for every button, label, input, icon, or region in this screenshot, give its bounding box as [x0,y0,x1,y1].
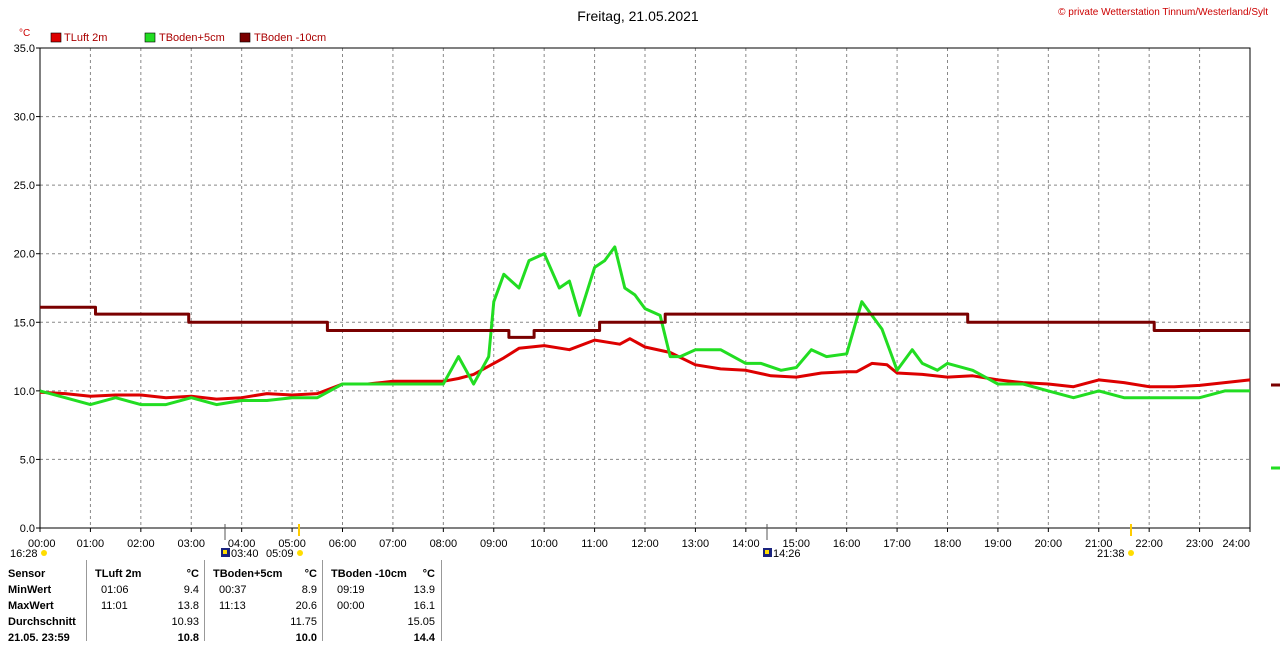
y-tick-label: 15.0 [14,317,35,329]
y-tick-label: 20.0 [14,249,35,261]
stats-max-val: 20.6 [295,600,317,612]
x-tick-label: 06:00 [329,538,357,550]
legend-swatch-tboden5 [144,32,156,43]
legend-label-tboden5: TBoden+5cm [159,32,225,44]
stats-max-val: 16.1 [413,600,435,612]
stats-header: TBoden+5cm [213,568,283,580]
stats-min-time: 09:19 [337,584,365,596]
legend-label-tboden10: TBoden -10cm [254,32,326,44]
sun-icon [297,550,303,556]
x-tick-label: 05:00 [278,538,306,550]
x-tick-label: 10:00 [530,538,558,550]
stats-col-tboden5: TBoden+5cm °C 00:37 8.9 11:13 20.6 11.75… [204,560,323,644]
x-tick-label: 24:00 [1222,538,1250,550]
legend: TLuft 2m TBoden+5cm TBoden -10cm [50,32,326,44]
x-tick-label: 12:00 [631,538,659,550]
legend-swatch-tboden10 [239,32,251,43]
stats-unit: °C [422,568,435,580]
x-tick-label: 18:00 [934,538,962,550]
stats-col-tboden10: TBoden -10cm °C 09:19 13.9 00:00 16.1 15… [322,560,442,644]
x-tick-label: 23:00 [1186,538,1214,550]
series-line-tboden5 [39,245,1250,407]
x-tick-label: 19:00 [984,538,1012,550]
series-line-tluft [39,337,1251,401]
stats-col-tluft: TLuft 2m °C 01:06 9.4 11:01 13.8 10.93 1… [86,560,205,644]
stats-max-time: 11:01 [101,600,128,612]
stats-max-time: 00:00 [337,600,365,612]
legend-label-tluft: TLuft 2m [64,32,107,44]
x-tick-label: 20:00 [1035,538,1063,550]
stats-avg: 11.75 [290,616,317,628]
stats-label-avg: Durchschnitt [8,616,76,628]
x-tick-label: 07:00 [379,538,407,550]
stats-min-val: 8.9 [301,584,317,596]
x-tick-label: 21:00 [1085,538,1113,550]
x-tick-label: 04:00 [228,538,256,550]
stats-unit: °C [304,568,317,580]
event-label: 03:40 [231,548,259,560]
legend-swatch-tluft [50,32,62,43]
stats-label-min: MinWert [8,584,52,596]
stats-label-sensor: Sensor [8,568,46,580]
series-lines [39,245,1251,407]
x-tick-label: 13:00 [682,538,710,550]
stats-min-time: 00:37 [219,584,247,596]
event-label: 05:09 [266,548,294,560]
chart-title: Freitag, 21.05.2021 [577,8,699,24]
stats-avg: 15.05 [407,616,435,628]
stats-label-max: MaxWert [8,600,54,612]
sun-icon [1128,550,1134,556]
moon-icon-inner [223,550,227,554]
stats-avg: 10.93 [171,616,199,628]
copyright-text: © private Wetterstation Tinnum/Westerlan… [1058,7,1268,18]
x-tick-label: 00:00 [28,538,56,550]
y-unit-label: °C [19,28,30,39]
stats-header: TBoden -10cm [331,568,407,580]
event-label: 21:38 [1097,548,1125,560]
stats-current: 10.0 [295,632,317,644]
x-tick-label: 02:00 [127,538,155,550]
stats-label-current: 21.05. 23:59 [8,632,70,644]
stats-min-time: 01:06 [101,584,129,596]
stats-header: TLuft 2m [95,568,142,580]
stats-current: 14.4 [413,632,435,644]
y-tick-label: 5.0 [20,454,35,466]
right-strip [1271,383,1280,470]
chart: Freitag, 21.05.2021 © private Wetterstat… [10,7,1280,560]
stats-max-val: 13.8 [177,600,199,612]
x-tick-label: 09:00 [480,538,508,550]
x-tick-label: 11:00 [581,538,608,550]
x-tick-label: 15:00 [782,538,810,550]
stats-max-time: 11:13 [219,600,246,612]
stats-min-val: 13.9 [413,584,435,596]
y-tick-label: 0.0 [20,523,35,535]
sun-icon [41,550,47,556]
y-tick-label: 25.0 [14,180,35,192]
stats-min-val: 9.4 [183,584,199,596]
y-tick-label: 35.0 [14,43,35,55]
y-tick-label: 10.0 [14,386,35,398]
x-tick-label: 08:00 [430,538,458,550]
stats-row-labels: Sensor MinWert MaxWert Durchschnitt 21.0… [0,560,90,644]
x-tick-label: 14:00 [732,538,760,550]
plot-frame [39,47,1251,529]
stats-current: 10.8 [177,632,199,644]
series-line-tboden10 [40,305,1250,339]
moon-icon-inner [765,550,769,554]
x-tick-label: 22:00 [1135,538,1163,550]
y-axis: 0.0 5.0 10.0 15.0 20.0 25.0 30.0 35.0 [14,43,40,535]
x-tick-label: 16:00 [833,538,861,550]
x-tick-label: 17:00 [883,538,911,550]
event-label: 14:26 [773,548,801,560]
stats-unit: °C [186,568,199,580]
x-tick-label: 01:00 [77,538,105,550]
event-markers: 16:28 03:40 05:09 14:26 21:38 [10,524,1134,560]
event-label: 16:28 [10,548,38,560]
x-axis: 00:00 01:00 02:00 03:00 04:00 05:00 06:00 07:00… [28,528,1251,550]
y-tick-label: 30.0 [14,112,35,124]
grid [40,48,1250,528]
x-tick-label: 03:00 [177,538,205,550]
